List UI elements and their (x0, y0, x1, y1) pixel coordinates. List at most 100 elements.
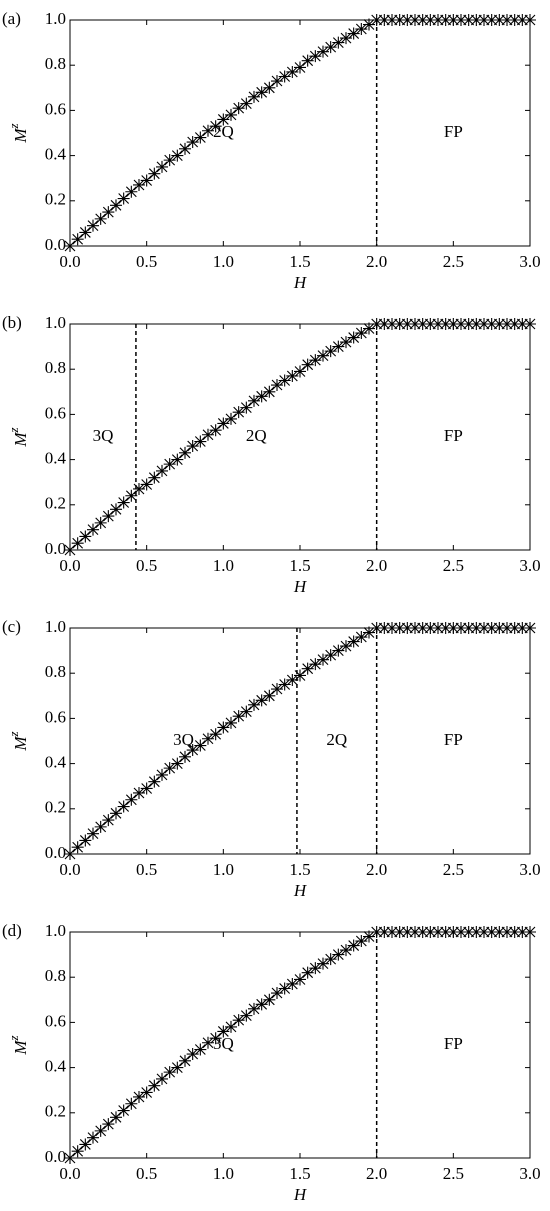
y-axis-label-main: M (11, 432, 30, 448)
data-point (225, 1020, 237, 1033)
data-point (401, 318, 414, 330)
x-tick-label: 0.5 (136, 860, 157, 879)
data-point (301, 54, 314, 67)
data-point (393, 622, 406, 634)
x-tick-label: 1.5 (289, 252, 310, 271)
data-point (432, 14, 444, 26)
data-point (263, 385, 276, 398)
data-point (432, 926, 444, 938)
data-point (508, 318, 521, 330)
y-axis-label: Mz (6, 1035, 30, 1055)
x-tick-label: 2.5 (443, 860, 464, 879)
data-point (71, 233, 84, 246)
y-tick-label: 0.4 (45, 449, 67, 468)
data-point (140, 174, 153, 187)
y-tick-label: 1.0 (45, 921, 66, 940)
data-point (447, 14, 460, 26)
data-point (140, 782, 153, 795)
y-tick-label: 1.0 (45, 313, 66, 332)
data-point (110, 199, 122, 212)
data-point (278, 70, 291, 83)
y-tick-label: 0.8 (45, 966, 66, 985)
data-point (524, 318, 536, 330)
data-point (370, 926, 383, 938)
data-point (125, 1097, 138, 1110)
x-axis-label: H (293, 1185, 308, 1204)
data-point (386, 318, 398, 330)
y-tick-label: 0.6 (45, 707, 66, 726)
data-point (240, 705, 253, 718)
data-point (416, 14, 429, 26)
data-point (64, 1152, 76, 1164)
panel-label: (b) (2, 313, 22, 332)
data-point (186, 744, 199, 757)
panel-label: (d) (2, 921, 22, 940)
data-point (455, 14, 467, 26)
data-point (140, 1086, 153, 1099)
data-point (102, 1118, 115, 1131)
data-point (171, 1061, 184, 1074)
data-point (493, 14, 506, 26)
data-point (294, 365, 306, 378)
data-point (432, 622, 444, 634)
data-point (148, 1079, 161, 1092)
y-axis-label-main: M (11, 128, 30, 144)
data-point (516, 14, 529, 26)
y-tick-label: 0.6 (45, 403, 66, 422)
x-tick-label: 0.0 (59, 556, 80, 575)
data-point (409, 926, 421, 938)
data-point (424, 318, 437, 330)
data-point (294, 669, 306, 682)
data-point (447, 318, 460, 330)
x-tick-label: 1.0 (213, 556, 234, 575)
data-point (194, 1043, 207, 1056)
data-point (217, 1025, 230, 1038)
data-point (363, 930, 375, 943)
data-point (217, 721, 230, 734)
data-point (217, 417, 230, 430)
data-point (363, 18, 375, 31)
data-point (148, 167, 161, 180)
data-point (462, 926, 475, 938)
data-point (271, 379, 283, 392)
data-point (355, 935, 368, 948)
data-point (516, 622, 529, 634)
data-point (102, 510, 115, 523)
y-tick-label: 0.4 (45, 145, 67, 164)
x-axis-label: H (293, 881, 308, 900)
data-point (117, 192, 130, 205)
y-tick-label: 0.6 (45, 1011, 66, 1030)
data-point (156, 1072, 168, 1085)
data-point (278, 678, 291, 691)
region-label: 3Q (93, 426, 114, 445)
data-point (439, 622, 452, 634)
data-point (263, 993, 276, 1006)
data-point (163, 762, 176, 775)
data-point (232, 102, 245, 115)
data-point (133, 786, 145, 799)
y-axis-label-sup: z (6, 123, 21, 129)
data-point (125, 793, 138, 806)
data-point (255, 694, 268, 707)
data-point (186, 136, 199, 149)
x-tick-label: 3.0 (519, 860, 540, 879)
data-point (370, 318, 383, 330)
data-point (416, 622, 429, 634)
data-point (416, 318, 429, 330)
data-point (386, 926, 398, 938)
data-point (508, 622, 521, 634)
data-point (79, 834, 92, 847)
data-point (248, 394, 260, 407)
x-tick-label: 0.0 (59, 252, 80, 271)
data-point (248, 1002, 260, 1015)
data-point (271, 683, 283, 696)
data-point (301, 662, 314, 675)
data-point (309, 658, 322, 671)
panel: (d) 0.0 0.2 0.4 0.6 0.8 1.0 0.0 0.5 1.0 1.5 2.0 2.5 3… (2, 921, 541, 1204)
data-point (524, 622, 536, 634)
data-point (355, 631, 368, 644)
data-point (248, 698, 260, 711)
x-tick-label: 1.0 (213, 252, 234, 271)
y-tick-label: 0.8 (45, 358, 66, 377)
data-point (179, 1054, 191, 1067)
